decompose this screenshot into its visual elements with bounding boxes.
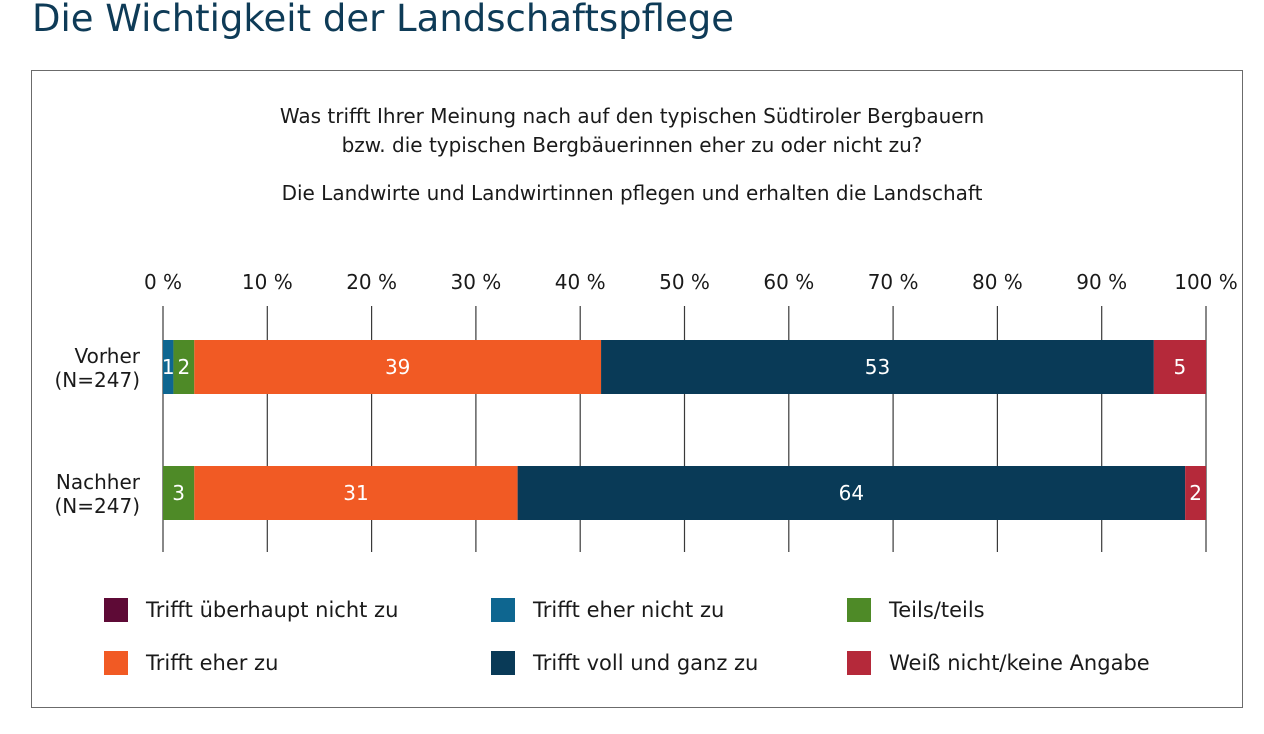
- bar-data-label: 2: [177, 355, 190, 379]
- category-label: Nachher: [56, 470, 141, 494]
- chart-question-line-2: bzw. die typischen Bergbäuerinnen eher z…: [341, 133, 923, 157]
- x-tick-label: 20 %: [346, 270, 397, 294]
- bar-data-label: 2: [1189, 481, 1202, 505]
- legend-label: Weiß nicht/keine Angabe: [889, 651, 1150, 675]
- category-label: (N=247): [55, 368, 141, 392]
- bar-segment: [163, 340, 174, 394]
- legend-item: Trifft überhaupt nicht zu: [104, 597, 398, 623]
- legend-swatch: [847, 598, 871, 622]
- bar-data-label: 64: [839, 481, 864, 505]
- category-label: (N=247): [55, 494, 141, 518]
- chart-question-line-1: Was trifft Ihrer Meinung nach auf den ty…: [279, 104, 985, 128]
- legend-item: Weiß nicht/keine Angabe: [847, 650, 1150, 676]
- legend-item: Trifft eher zu: [104, 650, 278, 676]
- bar-segment: [517, 466, 1186, 520]
- legend-swatch: [104, 651, 128, 675]
- chart-subtitle: Die Landwirte und Landwirtinnen pflegen …: [281, 181, 983, 205]
- bar-data-label: 3: [172, 481, 185, 505]
- page-title: Die Wichtigkeit der Landschaftspflege: [32, 0, 734, 40]
- legend-swatch: [491, 598, 515, 622]
- bar-segment: [1153, 340, 1206, 394]
- bar-segment: [173, 340, 195, 394]
- legend-label: Trifft eher nicht zu: [533, 598, 725, 622]
- bar-segment: [601, 340, 1154, 394]
- x-tick-label: 80 %: [972, 270, 1023, 294]
- bar-segment: [194, 466, 518, 520]
- legend-item: Trifft eher nicht zu: [491, 597, 724, 623]
- chart-frame: [31, 70, 1243, 708]
- legend-label: Trifft überhaupt nicht zu: [146, 598, 399, 622]
- legend-label: Trifft voll und ganz zu: [533, 651, 759, 675]
- legend-label: Trifft eher zu: [146, 651, 279, 675]
- bar-data-label: 39: [385, 355, 410, 379]
- bar-data-label: 5: [1174, 355, 1187, 379]
- bar-data-label: 31: [343, 481, 368, 505]
- x-tick-label: 0 %: [144, 270, 182, 294]
- bar-segment: [163, 466, 195, 520]
- x-tick-label: 70 %: [868, 270, 919, 294]
- legend-swatch: [491, 651, 515, 675]
- category-label: Vorher: [75, 344, 141, 368]
- legend-item: Teils/teils: [847, 597, 985, 623]
- x-tick-label: 50 %: [659, 270, 710, 294]
- legend-swatch: [847, 651, 871, 675]
- x-tick-label: 90 %: [1076, 270, 1127, 294]
- legend-label: Teils/teils: [889, 598, 985, 622]
- x-tick-label: 30 %: [450, 270, 501, 294]
- bar-data-label: 53: [865, 355, 890, 379]
- x-tick-label: 100 %: [1174, 270, 1238, 294]
- legend-item: Trifft voll und ganz zu: [491, 650, 758, 676]
- bar-data-label: 1: [162, 355, 175, 379]
- bar-segment: [194, 340, 602, 394]
- legend-swatch: [104, 598, 128, 622]
- x-tick-label: 60 %: [763, 270, 814, 294]
- x-tick-label: 10 %: [242, 270, 293, 294]
- x-tick-label: 40 %: [555, 270, 606, 294]
- bar-segment: [1185, 466, 1206, 520]
